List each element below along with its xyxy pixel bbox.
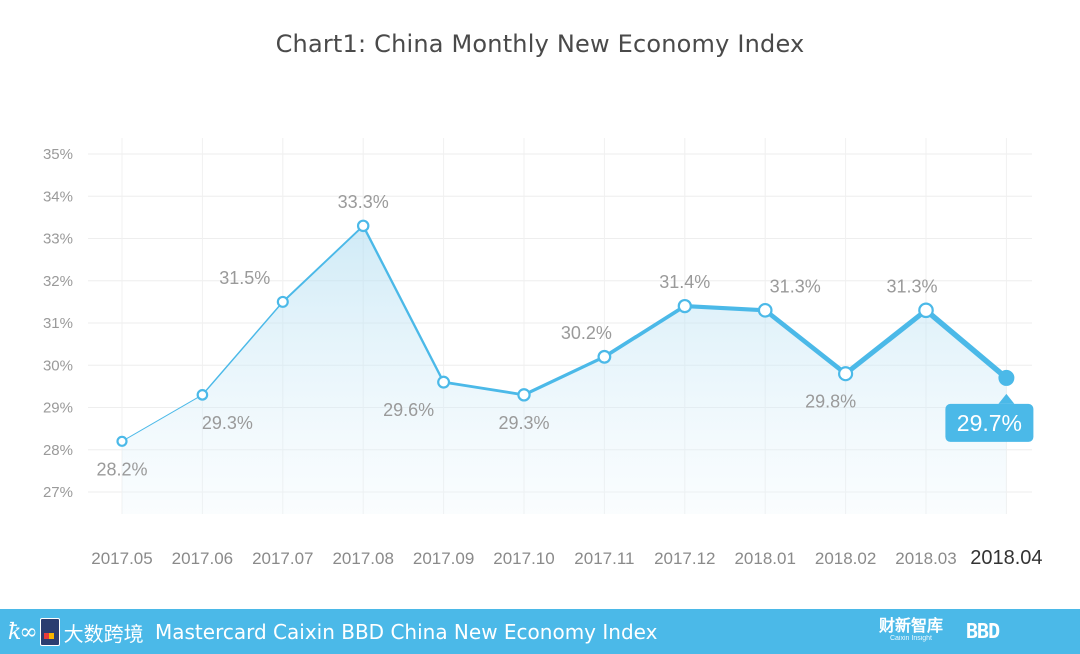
data-label: 28.2% — [96, 459, 147, 479]
y-tick-label: 28% — [43, 442, 73, 459]
data-point — [918, 302, 934, 319]
y-tick-label: 30% — [43, 357, 73, 374]
y-tick-label: 32% — [43, 273, 73, 290]
line-segment — [682, 304, 768, 313]
partner-logo-caixin: 财新智库 Caixin Insight — [879, 617, 943, 643]
x-tick-label: 2017.09 — [413, 549, 474, 568]
footer-logo: ꝁ∞ 大数跨境 — [8, 616, 144, 648]
data-point — [116, 435, 128, 447]
data-label: 29.6% — [383, 400, 434, 420]
x-tick-label: 2017.07 — [252, 549, 313, 568]
data-label: 30.2% — [561, 323, 612, 343]
callout-pointer — [998, 393, 1015, 404]
line-segment — [923, 307, 1010, 381]
data-label: 31.4% — [659, 272, 710, 292]
data-point — [196, 389, 209, 401]
line-chart: 28.2% 29.3% 31.5% 33.3% 29.6% 29.3% 30.2% 31.4%… — [43, 138, 1043, 569]
data-points — [116, 219, 1015, 447]
y-tick-label: 31% — [43, 315, 73, 332]
y-tick-label: 35% — [43, 146, 73, 163]
callout-box — [945, 403, 1034, 442]
x-tick-label: 2017.08 — [332, 549, 393, 568]
line-segment — [522, 355, 607, 397]
x-tick-label: 2018.04 — [970, 547, 1042, 569]
area-fill-path — [122, 225, 1007, 514]
data-label: 29.3% — [202, 413, 253, 433]
partner-caixin-name: 财新智库 — [879, 616, 944, 635]
x-tick-label: 2018.01 — [734, 549, 795, 568]
x-tick-label: 2017.12 — [654, 549, 715, 568]
partner-logo-bbd: BBD — [966, 619, 1000, 643]
data-point — [677, 298, 692, 314]
line-segment — [843, 307, 929, 377]
data-point — [757, 302, 773, 318]
y-tick-label: 27% — [43, 484, 73, 501]
x-tick-label: 2018.03 — [895, 549, 956, 568]
data-point — [597, 349, 612, 364]
data-label: 31.3% — [770, 276, 821, 296]
logo-mark: ꝁ∞ — [8, 619, 38, 645]
y-tick-label: 34% — [43, 188, 73, 205]
data-label: 29.8% — [805, 392, 856, 412]
logo-tile-icon — [39, 618, 60, 646]
partner-caixin-sub: Caixin Insight — [889, 635, 933, 642]
line-segment — [281, 224, 365, 303]
line-segment — [602, 304, 687, 359]
x-tick-label: 2017.11 — [574, 549, 634, 568]
x-tick-label: 2017.06 — [172, 549, 233, 568]
data-point — [276, 295, 289, 308]
x-tick-label: 2017.05 — [91, 549, 152, 568]
chart-title: Chart1: China Monthly New Economy Index — [275, 30, 805, 58]
line-segment — [362, 224, 445, 384]
logo-text: 大数跨境 — [63, 621, 144, 646]
data-point — [838, 366, 854, 382]
data-label: 29.3% — [498, 413, 549, 433]
y-tick-label: 29% — [43, 400, 73, 417]
y-tick-label: 33% — [43, 231, 73, 248]
data-point — [437, 375, 451, 389]
data-labels: 28.2% 29.3% 31.5% 33.3% 29.6% 29.3% 30.2% 31.4%… — [96, 192, 1034, 479]
data-label: 31.3% — [886, 276, 937, 296]
data-point — [998, 369, 1015, 386]
area-fill — [122, 225, 1007, 514]
data-point — [517, 388, 531, 402]
callout-label: 29.7% — [957, 410, 1022, 436]
data-label: 31.5% — [219, 268, 270, 288]
x-tick-label: 2017.10 — [493, 549, 554, 568]
line-segment — [201, 301, 284, 396]
data-point — [356, 219, 370, 233]
footer-bar: ꝁ∞ 大数跨境 Mastercard Caixin BBD China New … — [0, 609, 1080, 654]
footer-title: Mastercard Caixin BBD China New Economy … — [155, 620, 658, 644]
line-segment — [121, 394, 203, 442]
line-segment — [442, 380, 526, 397]
x-tick-label: 2018.02 — [815, 549, 876, 568]
line-segment — [762, 308, 848, 377]
axis-labels: 27% 28% 29% 30% 31% 32% 33% 34% 35% 2017.05 2017.0… — [43, 146, 1043, 569]
series-line — [121, 224, 1010, 442]
data-label: 33.3% — [338, 192, 389, 212]
